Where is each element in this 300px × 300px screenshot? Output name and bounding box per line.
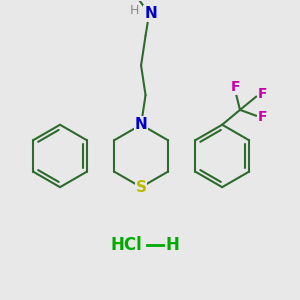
Text: H: H xyxy=(130,4,139,17)
Text: N: N xyxy=(144,6,157,21)
Text: F: F xyxy=(257,110,267,124)
Text: H: H xyxy=(165,236,179,254)
Text: N: N xyxy=(135,117,148,132)
Text: F: F xyxy=(257,86,267,100)
Text: F: F xyxy=(231,80,240,94)
Text: S: S xyxy=(136,180,147,195)
Text: HCl: HCl xyxy=(110,236,142,254)
